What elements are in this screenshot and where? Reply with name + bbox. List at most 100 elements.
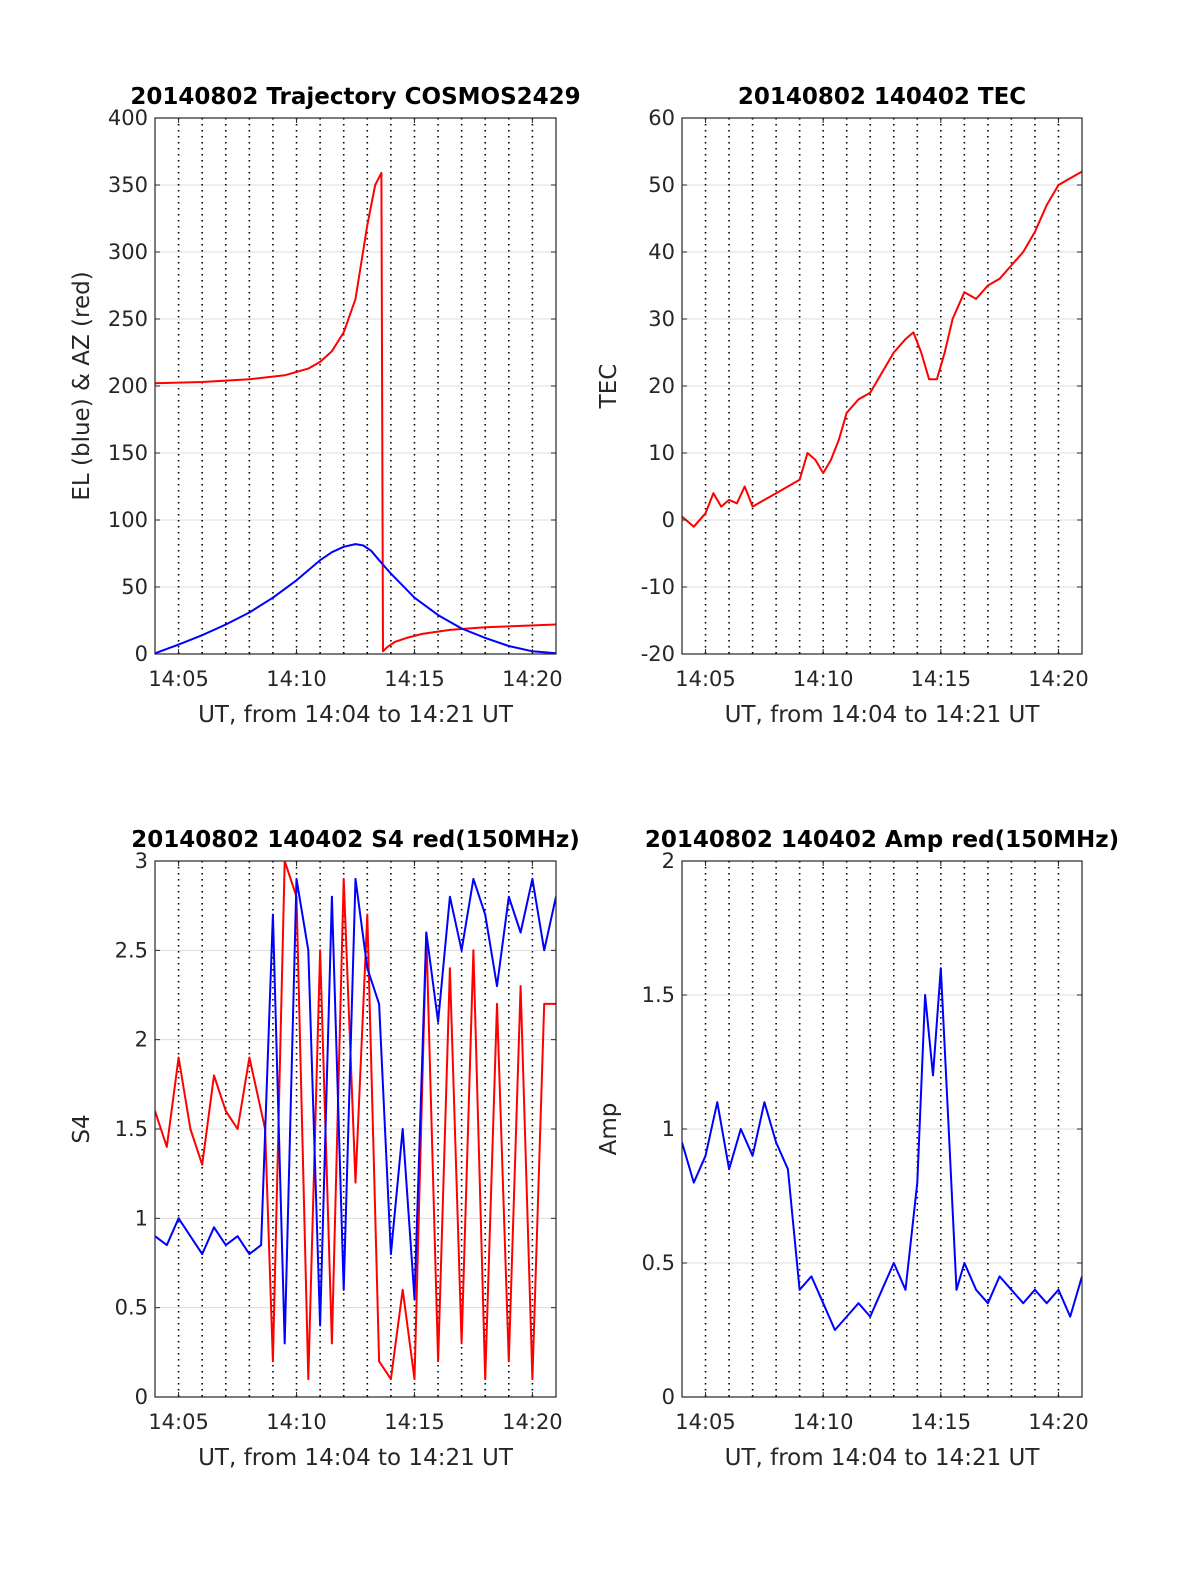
data-point-amp bbox=[963, 1262, 966, 1264]
plot-area bbox=[155, 861, 556, 1381]
data-point-amp bbox=[763, 1101, 766, 1103]
data-point-s4_a bbox=[449, 967, 451, 969]
data-point-amp bbox=[1034, 1289, 1036, 1291]
data-point-amp bbox=[1010, 1289, 1013, 1291]
x-tick-label: 14:10 bbox=[266, 667, 327, 691]
x-tick-label: 14:10 bbox=[266, 1410, 327, 1434]
y-tick-label: 20 bbox=[648, 374, 675, 398]
x-axis-label: UT, from 14:04 to 14:21 UT bbox=[198, 1445, 514, 1471]
x-tick-label: 14:10 bbox=[793, 1410, 854, 1434]
data-point-s4_b bbox=[508, 895, 510, 898]
data-point-tec bbox=[822, 472, 824, 474]
data-point-amp bbox=[822, 1302, 824, 1304]
y-tick-label: 250 bbox=[108, 307, 148, 331]
data-point-az bbox=[405, 637, 408, 639]
data-point-s4_a bbox=[401, 1289, 404, 1291]
x-tick-label: 14:20 bbox=[502, 667, 563, 691]
data-point-amp bbox=[924, 994, 926, 996]
y-tick-label: -20 bbox=[641, 642, 675, 666]
y-tick-label: -10 bbox=[641, 575, 675, 599]
y-tick-label: 400 bbox=[108, 106, 148, 130]
data-point-s4_a bbox=[531, 1378, 534, 1380]
data-point-s4_b bbox=[484, 913, 487, 916]
data-point-az bbox=[342, 331, 345, 334]
data-point-az bbox=[354, 298, 357, 300]
data-point-amp bbox=[998, 1275, 1001, 1278]
data-point-az bbox=[449, 629, 451, 631]
data-point-s4_b bbox=[449, 895, 451, 898]
x-tick-label: 14:05 bbox=[148, 667, 209, 691]
data-point-amp bbox=[845, 1315, 848, 1318]
data-point-s4_b bbox=[213, 1226, 215, 1229]
chart-amp: 0 0.5 1 1.5 2 14:05 14:10 14:15 14:20 UT, from 14… bbox=[596, 827, 1119, 1471]
data-point-el bbox=[437, 614, 439, 616]
data-point-amp bbox=[728, 1168, 730, 1170]
data-point-s4_a bbox=[307, 1378, 310, 1380]
data-point-el bbox=[319, 559, 321, 561]
data-point-s4_b bbox=[472, 878, 475, 880]
data-point-s4_b bbox=[189, 1235, 192, 1237]
y-tick-label: 2.5 bbox=[115, 938, 148, 962]
data-point-s4_a bbox=[437, 1360, 439, 1363]
y-tick-label: 200 bbox=[108, 374, 148, 398]
data-point-tec bbox=[869, 391, 871, 394]
data-point-el bbox=[484, 637, 487, 639]
data-point-tec bbox=[693, 525, 695, 528]
data-point-s4_b bbox=[413, 1297, 416, 1300]
chart-tec: -20 -10 0 10 20 30 40 50 60 14:05 14:10 14:15 14:20 U… bbox=[596, 84, 1089, 728]
data-point-el bbox=[201, 634, 203, 636]
data-point-s4_a bbox=[472, 949, 475, 952]
y-tick-label: 0 bbox=[135, 1385, 148, 1409]
data-point-s4_a bbox=[366, 913, 369, 916]
data-point-s4_b bbox=[425, 931, 428, 934]
data-point-s4_b bbox=[319, 1324, 321, 1327]
chart-trajectory: 0 50 100 150 200 250 300 350 400 14:05 14:10 14:15 1… bbox=[69, 84, 581, 728]
data-point-s4_b bbox=[177, 1217, 180, 1220]
x-tick-label: 14:15 bbox=[384, 1410, 445, 1434]
data-point-el bbox=[331, 551, 333, 553]
data-point-s4_b bbox=[496, 985, 498, 987]
y-tick-label: 60 bbox=[648, 106, 675, 130]
data-point-s4_a bbox=[508, 1360, 510, 1363]
data-point-amp bbox=[834, 1329, 836, 1331]
data-point-tec bbox=[881, 371, 883, 374]
data-point-tec bbox=[904, 338, 907, 340]
y-tick-label: 350 bbox=[108, 173, 148, 197]
data-point-s4_a bbox=[236, 1128, 239, 1130]
y-tick-label: 100 bbox=[108, 508, 148, 532]
x-tick-label: 14:15 bbox=[384, 667, 445, 691]
data-point-amp bbox=[932, 1074, 934, 1077]
data-point-s4_a bbox=[201, 1163, 203, 1166]
data-point-tec bbox=[1045, 204, 1048, 206]
data-point-el bbox=[342, 546, 345, 548]
data-point-tec bbox=[763, 499, 766, 501]
data-point-amp bbox=[751, 1155, 754, 1157]
data-point-tec bbox=[728, 499, 730, 501]
data-point-amp bbox=[704, 1155, 707, 1157]
data-point-tec bbox=[1057, 184, 1060, 186]
data-point-tec bbox=[736, 502, 738, 505]
data-point-tec bbox=[838, 438, 840, 441]
chart-title: 20140802 140402 TEC bbox=[738, 84, 1026, 110]
data-point-s4_a bbox=[248, 1056, 251, 1059]
data-point-amp bbox=[810, 1275, 813, 1278]
data-point-tec bbox=[1069, 177, 1071, 180]
data-point-s4_a bbox=[496, 1003, 498, 1005]
data-point-az bbox=[307, 367, 310, 370]
y-tick-label: 2 bbox=[662, 849, 675, 873]
y-tick-label: 1 bbox=[662, 1117, 675, 1141]
data-point-az bbox=[519, 625, 522, 627]
data-point-amp bbox=[881, 1289, 883, 1291]
data-point-amp bbox=[740, 1128, 742, 1130]
x-tick-label: 14:10 bbox=[793, 667, 854, 691]
data-point-tec bbox=[920, 351, 922, 354]
data-point-el bbox=[248, 611, 251, 614]
data-point-el bbox=[177, 643, 180, 646]
data-point-amp bbox=[987, 1302, 989, 1304]
data-point-tec bbox=[743, 485, 746, 488]
y-axis-label: S4 bbox=[69, 1114, 95, 1143]
data-point-tec bbox=[1022, 251, 1024, 253]
chart-title: 20140802 140402 Amp red(150MHz) bbox=[645, 827, 1119, 853]
data-point-s4_b bbox=[437, 1021, 439, 1023]
plot-area bbox=[682, 967, 1082, 1331]
